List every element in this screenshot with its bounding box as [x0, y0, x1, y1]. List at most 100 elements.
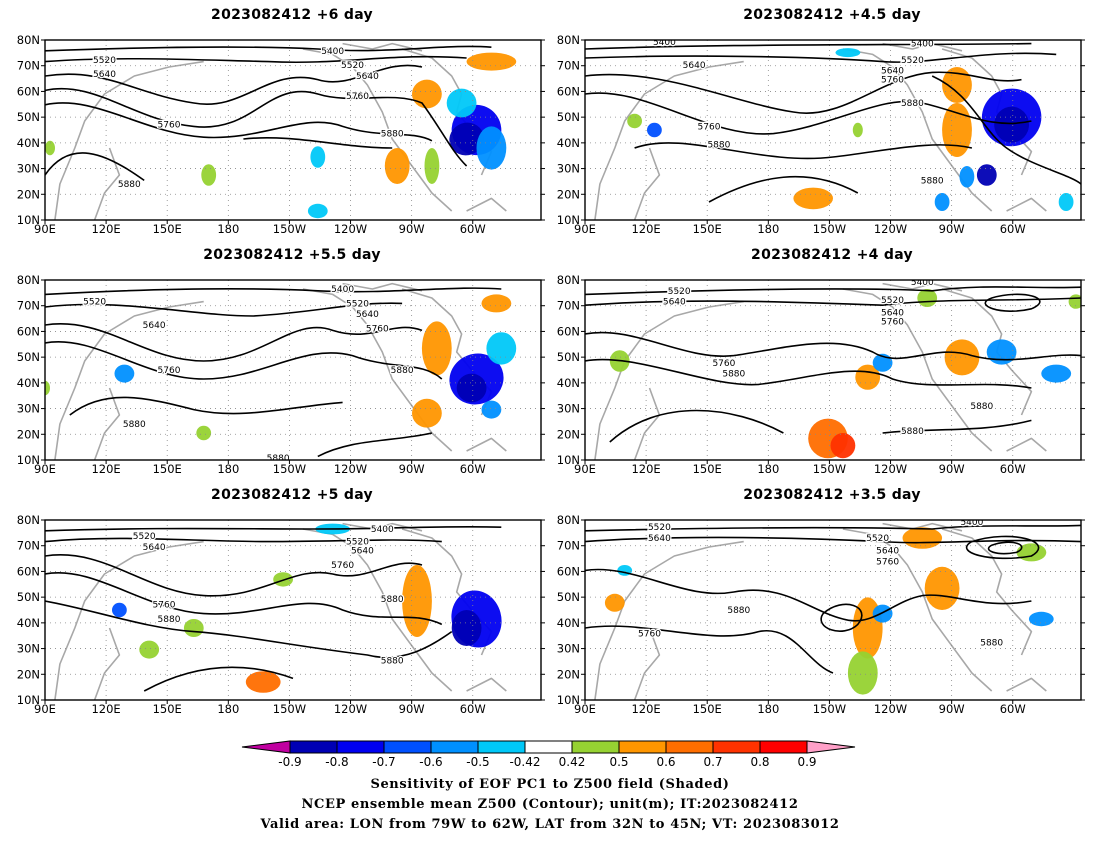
contour-label: 5520 — [341, 61, 364, 71]
coastline — [466, 197, 507, 212]
lon-label: 180 — [217, 702, 239, 716]
z500-contour — [585, 625, 834, 674]
contour-label: 5880 — [722, 370, 745, 380]
lat-label: 20N — [557, 667, 580, 681]
sensitivity-shading — [1041, 364, 1072, 383]
contour-label: 5520 — [668, 287, 691, 297]
lon-label: 150E — [153, 222, 182, 236]
z500-contour — [609, 409, 784, 443]
lon-label: 60W — [1000, 702, 1026, 716]
map-panels: 5400 5520 5640 5520 5640 5760 5760 5880 5880 10N 2… — [17, 33, 1085, 716]
z500-contour — [45, 102, 433, 142]
sensitivity-shading — [245, 671, 281, 693]
lat-label: 60N — [17, 324, 40, 338]
lat-label: 40N — [557, 136, 580, 150]
lon-label: 180 — [757, 462, 779, 476]
lon-label: 120W — [874, 702, 907, 716]
colorbar-segment — [241, 740, 291, 754]
coastline — [882, 42, 963, 52]
lat-label: 40N — [17, 376, 40, 390]
coastline — [302, 48, 453, 212]
sensitivity-shading — [1058, 193, 1074, 211]
z500-contour — [69, 396, 343, 416]
z500-contour — [45, 45, 492, 52]
z500-contour — [317, 432, 433, 458]
colorbar-segment — [477, 740, 526, 754]
coastline — [633, 387, 661, 460]
sensitivity-shading — [647, 122, 662, 138]
lon-label: 90E — [574, 222, 596, 236]
sensitivity-shading — [847, 651, 878, 695]
z500-contour — [143, 666, 294, 692]
sensitivity-shading — [196, 425, 212, 441]
panel-title: 2023082412 +5.5 day — [203, 247, 381, 263]
z500-contour — [45, 64, 423, 105]
contour-label: 5520 — [83, 298, 106, 308]
coastline — [594, 60, 744, 220]
sensitivity-shading — [830, 433, 856, 459]
sensitivity-shading — [942, 103, 972, 157]
sensitivity-shading — [466, 52, 517, 71]
footer-line-1: Sensitivity of EOF PC1 to Z500 field (Sh… — [370, 777, 730, 792]
colorbar-segment — [618, 740, 667, 754]
lat-label: 30N — [557, 402, 580, 416]
lon-label: 90W — [939, 702, 965, 716]
sensitivity-shading — [412, 398, 442, 428]
z500-contour — [585, 92, 1032, 135]
lat-label: 50N — [17, 110, 40, 124]
coastline — [342, 42, 423, 52]
lat-label: 20N — [17, 667, 40, 681]
contour-label: 5640 — [881, 67, 904, 77]
contour-label: 5880 — [123, 420, 146, 430]
z500-contour — [820, 603, 863, 632]
colorbar-segment — [806, 740, 856, 754]
contour-label: 5520 — [133, 532, 156, 542]
z500-contour — [965, 535, 1040, 560]
lat-label: 10N — [17, 213, 40, 227]
lon-label: 120E — [91, 702, 120, 716]
contour-label: 5520 — [881, 296, 904, 306]
contour-label: 5760 — [158, 121, 181, 131]
lon-label: 120E — [631, 222, 660, 236]
map-frame — [584, 519, 1082, 701]
lon-label: 90E — [34, 222, 56, 236]
sensitivity-shading — [424, 148, 440, 184]
lon-label: 90E — [574, 462, 596, 476]
z500-contour — [984, 293, 1041, 312]
colorbar-tick-label: -0.5 — [466, 755, 489, 769]
contour-label: 5880 — [381, 595, 404, 605]
sensitivity-shading — [994, 106, 1029, 143]
contour-label: 5760 — [346, 92, 369, 102]
contour-label: 5640 — [351, 547, 374, 557]
sensitivity-shading — [986, 339, 1017, 365]
contour-label: 5880 — [921, 176, 944, 186]
lat-label: 50N — [17, 350, 40, 364]
contour-label: 5880 — [980, 638, 1003, 648]
map-panel: 5400552056405520564057605760588058805880… — [17, 513, 545, 716]
lat-label: 10N — [557, 693, 580, 707]
lat-label: 60N — [557, 84, 580, 98]
sensitivity-shading — [959, 166, 975, 188]
contour-label: 5400 — [960, 518, 983, 528]
z500-contour — [45, 152, 145, 182]
lon-label: 60W — [1000, 222, 1026, 236]
contour-label: 5760 — [638, 629, 661, 639]
contour-label: 5880 — [267, 454, 290, 464]
contour-label: 5640 — [648, 534, 671, 544]
lon-label: 120W — [334, 222, 367, 236]
lat-label: 40N — [17, 616, 40, 630]
coastline — [93, 387, 121, 460]
sensitivity-shading — [45, 140, 55, 156]
z500-contour — [45, 525, 502, 532]
colorbar-segment — [336, 740, 385, 754]
lat-label: 20N — [557, 427, 580, 441]
z500-contour — [931, 75, 1081, 185]
lat-label: 60N — [17, 84, 40, 98]
lon-label: 120W — [874, 222, 907, 236]
lon-label: 180 — [217, 222, 239, 236]
coastline — [1006, 197, 1047, 212]
